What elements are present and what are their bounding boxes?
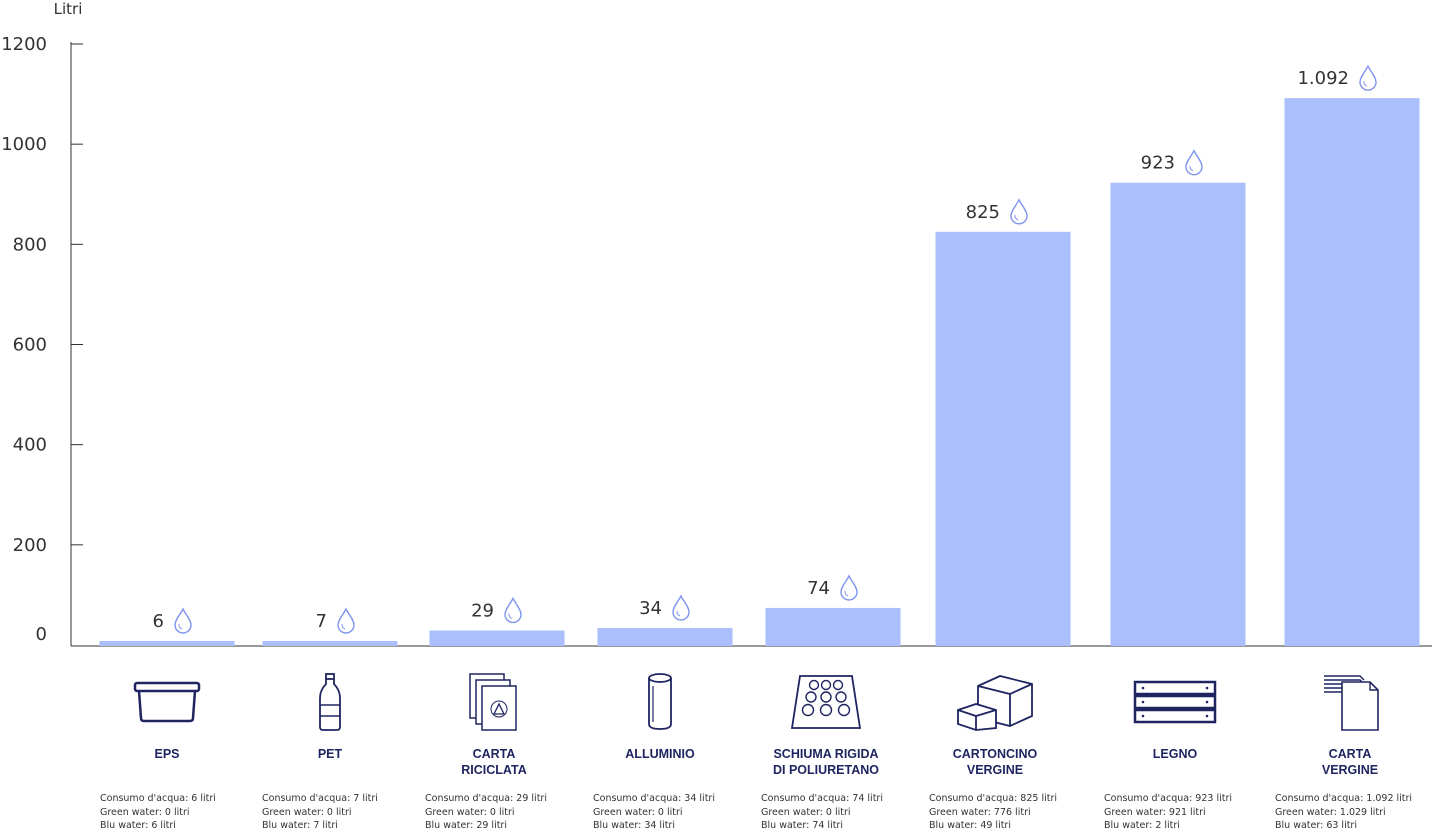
bottle-icon (250, 668, 410, 736)
category-label: SCHIUMA RIGIDA DI POLIURETANO Consumo d'a… (746, 668, 906, 831)
detail-line: Blu water: 34 litri (593, 820, 675, 831)
category-label: ALLUMINIO Consumo d'acqua: 34 litri Green … (580, 668, 740, 831)
can-icon (580, 668, 740, 736)
y-tick-label: 800 (13, 234, 47, 255)
detail-line: Blu water: 63 litri (1275, 820, 1357, 831)
data-label: 923 (1141, 153, 1175, 174)
bar (765, 607, 901, 646)
y-tick-label: 0 (36, 624, 47, 645)
water-drop-icon (1185, 149, 1203, 176)
bar (99, 641, 235, 646)
detail-line: Blu water: 2 litri (1104, 820, 1180, 831)
paper-sheets-icon (1270, 668, 1430, 736)
category-details: Consumo d'acqua: 1.092 litri Green water:… (1275, 792, 1412, 833)
data-label: 29 (471, 600, 494, 621)
water-drop-icon (672, 594, 690, 621)
detail-line: Blu water: 29 litri (425, 820, 507, 831)
data-label: 7 (316, 611, 327, 632)
wood-crate-icon (1095, 668, 1255, 736)
category-details: Consumo d'acqua: 29 litri Green water: 0 … (425, 792, 547, 833)
water-drop-icon (337, 607, 355, 634)
category-label: EPS Consumo d'acqua: 6 litri Green water: … (87, 668, 247, 831)
category-name: PET (317, 747, 343, 761)
detail-line: Green water: 0 litri (593, 806, 683, 818)
category-details: Consumo d'acqua: 923 litri Green water: 9… (1104, 792, 1232, 833)
detail-line: Consumo d'acqua: 825 litri (929, 793, 1058, 804)
detail-line: Consumo d'acqua: 34 litri (593, 793, 715, 804)
category-label: LEGNO Consumo d'acqua: 923 litri Green wat… (1095, 668, 1255, 831)
y-tick-label: 1000 (1, 134, 47, 155)
category-name: SCHIUMA RIGIDA DI POLIURETANO (772, 747, 880, 777)
y-tick-label: 600 (13, 335, 47, 356)
data-label: 6 (153, 611, 164, 632)
detail-line: Blu water: 74 litri (761, 820, 843, 831)
detail-line: Consumo d'acqua: 6 litri (100, 793, 216, 804)
category-label: CARTA RICICLATA Consumo d'acqua: 29 litri… (414, 668, 574, 831)
detail-line: Consumo d'acqua: 74 litri (761, 793, 883, 804)
bar (597, 627, 733, 646)
category-details: Consumo d'acqua: 74 litri Green water: 0 … (761, 792, 883, 833)
detail-line: Green water: 0 litri (262, 806, 352, 818)
bar (429, 630, 565, 646)
detail-line: Green water: 921 litri (1104, 806, 1206, 818)
container-box-icon (87, 668, 247, 736)
category-label: CARTA VERGINE Consumo d'acqua: 1.092 litr… (1270, 668, 1430, 831)
data-label: 1.092 (1297, 68, 1349, 89)
category-label: CARTONCINO VERGINE Consumo d'acqua: 825 l… (915, 668, 1075, 831)
category-name: CARTONCINO VERGINE (952, 747, 1038, 777)
detail-line: Consumo d'acqua: 923 litri (1104, 793, 1233, 804)
y-tick-label: 1200 (1, 34, 47, 55)
detail-line: Blu water: 49 litri (929, 820, 1011, 831)
data-label: 825 (966, 202, 1000, 223)
recycled-paper-icon (414, 668, 574, 736)
category-details: Consumo d'acqua: 34 litri Green water: 0 … (593, 792, 715, 833)
category-details: Consumo d'acqua: 6 litri Green water: 0 l… (100, 792, 216, 833)
detail-line: Consumo d'acqua: 1.092 litri (1275, 793, 1413, 804)
detail-line: Green water: 1.029 litri (1275, 806, 1386, 818)
data-label: 74 (807, 578, 830, 599)
category-name: LEGNO (1152, 747, 1198, 761)
category-name: CARTA VERGINE (1321, 747, 1379, 777)
category-name: CARTA RICICLATA (461, 747, 527, 777)
detail-line: Green water: 0 litri (100, 806, 190, 818)
bar (1284, 98, 1420, 647)
detail-line: Blu water: 7 litri (262, 820, 338, 831)
data-label: 34 (639, 598, 662, 619)
detail-line: Green water: 0 litri (761, 806, 851, 818)
bar (262, 641, 398, 646)
cardboard-boxes-icon (915, 668, 1075, 736)
water-drop-icon (840, 574, 858, 601)
category-label: PET Consumo d'acqua: 7 litri Green water: … (250, 668, 410, 831)
detail-line: Blu water: 6 litri (100, 820, 176, 831)
water-drop-icon (504, 596, 522, 624)
category-name: EPS (154, 747, 180, 761)
bar (935, 231, 1071, 646)
y-axis-title: Litri (54, 0, 83, 18)
water-drop-icon (174, 607, 192, 634)
bar (1110, 182, 1246, 646)
water-drop-icon (1010, 198, 1028, 225)
foam-tray-icon (746, 668, 906, 736)
category-details: Consumo d'acqua: 7 litri Green water: 0 l… (262, 792, 378, 833)
y-tick-label: 200 (13, 535, 47, 556)
detail-line: Consumo d'acqua: 7 litri (262, 793, 378, 804)
detail-line: Green water: 0 litri (425, 806, 515, 818)
bar-chart: Litri 0 200 400 600 800 1000 1200 6 7 29 34 74 825 923… (1, 0, 1432, 647)
detail-line: Consumo d'acqua: 29 litri (425, 793, 547, 804)
detail-line: Green water: 776 litri (929, 806, 1031, 818)
category-details: Consumo d'acqua: 825 litri Green water: 7… (929, 792, 1057, 833)
water-drop-icon (1359, 64, 1377, 91)
y-tick-label: 400 (13, 435, 47, 456)
category-name: ALLUMINIO (625, 747, 695, 761)
